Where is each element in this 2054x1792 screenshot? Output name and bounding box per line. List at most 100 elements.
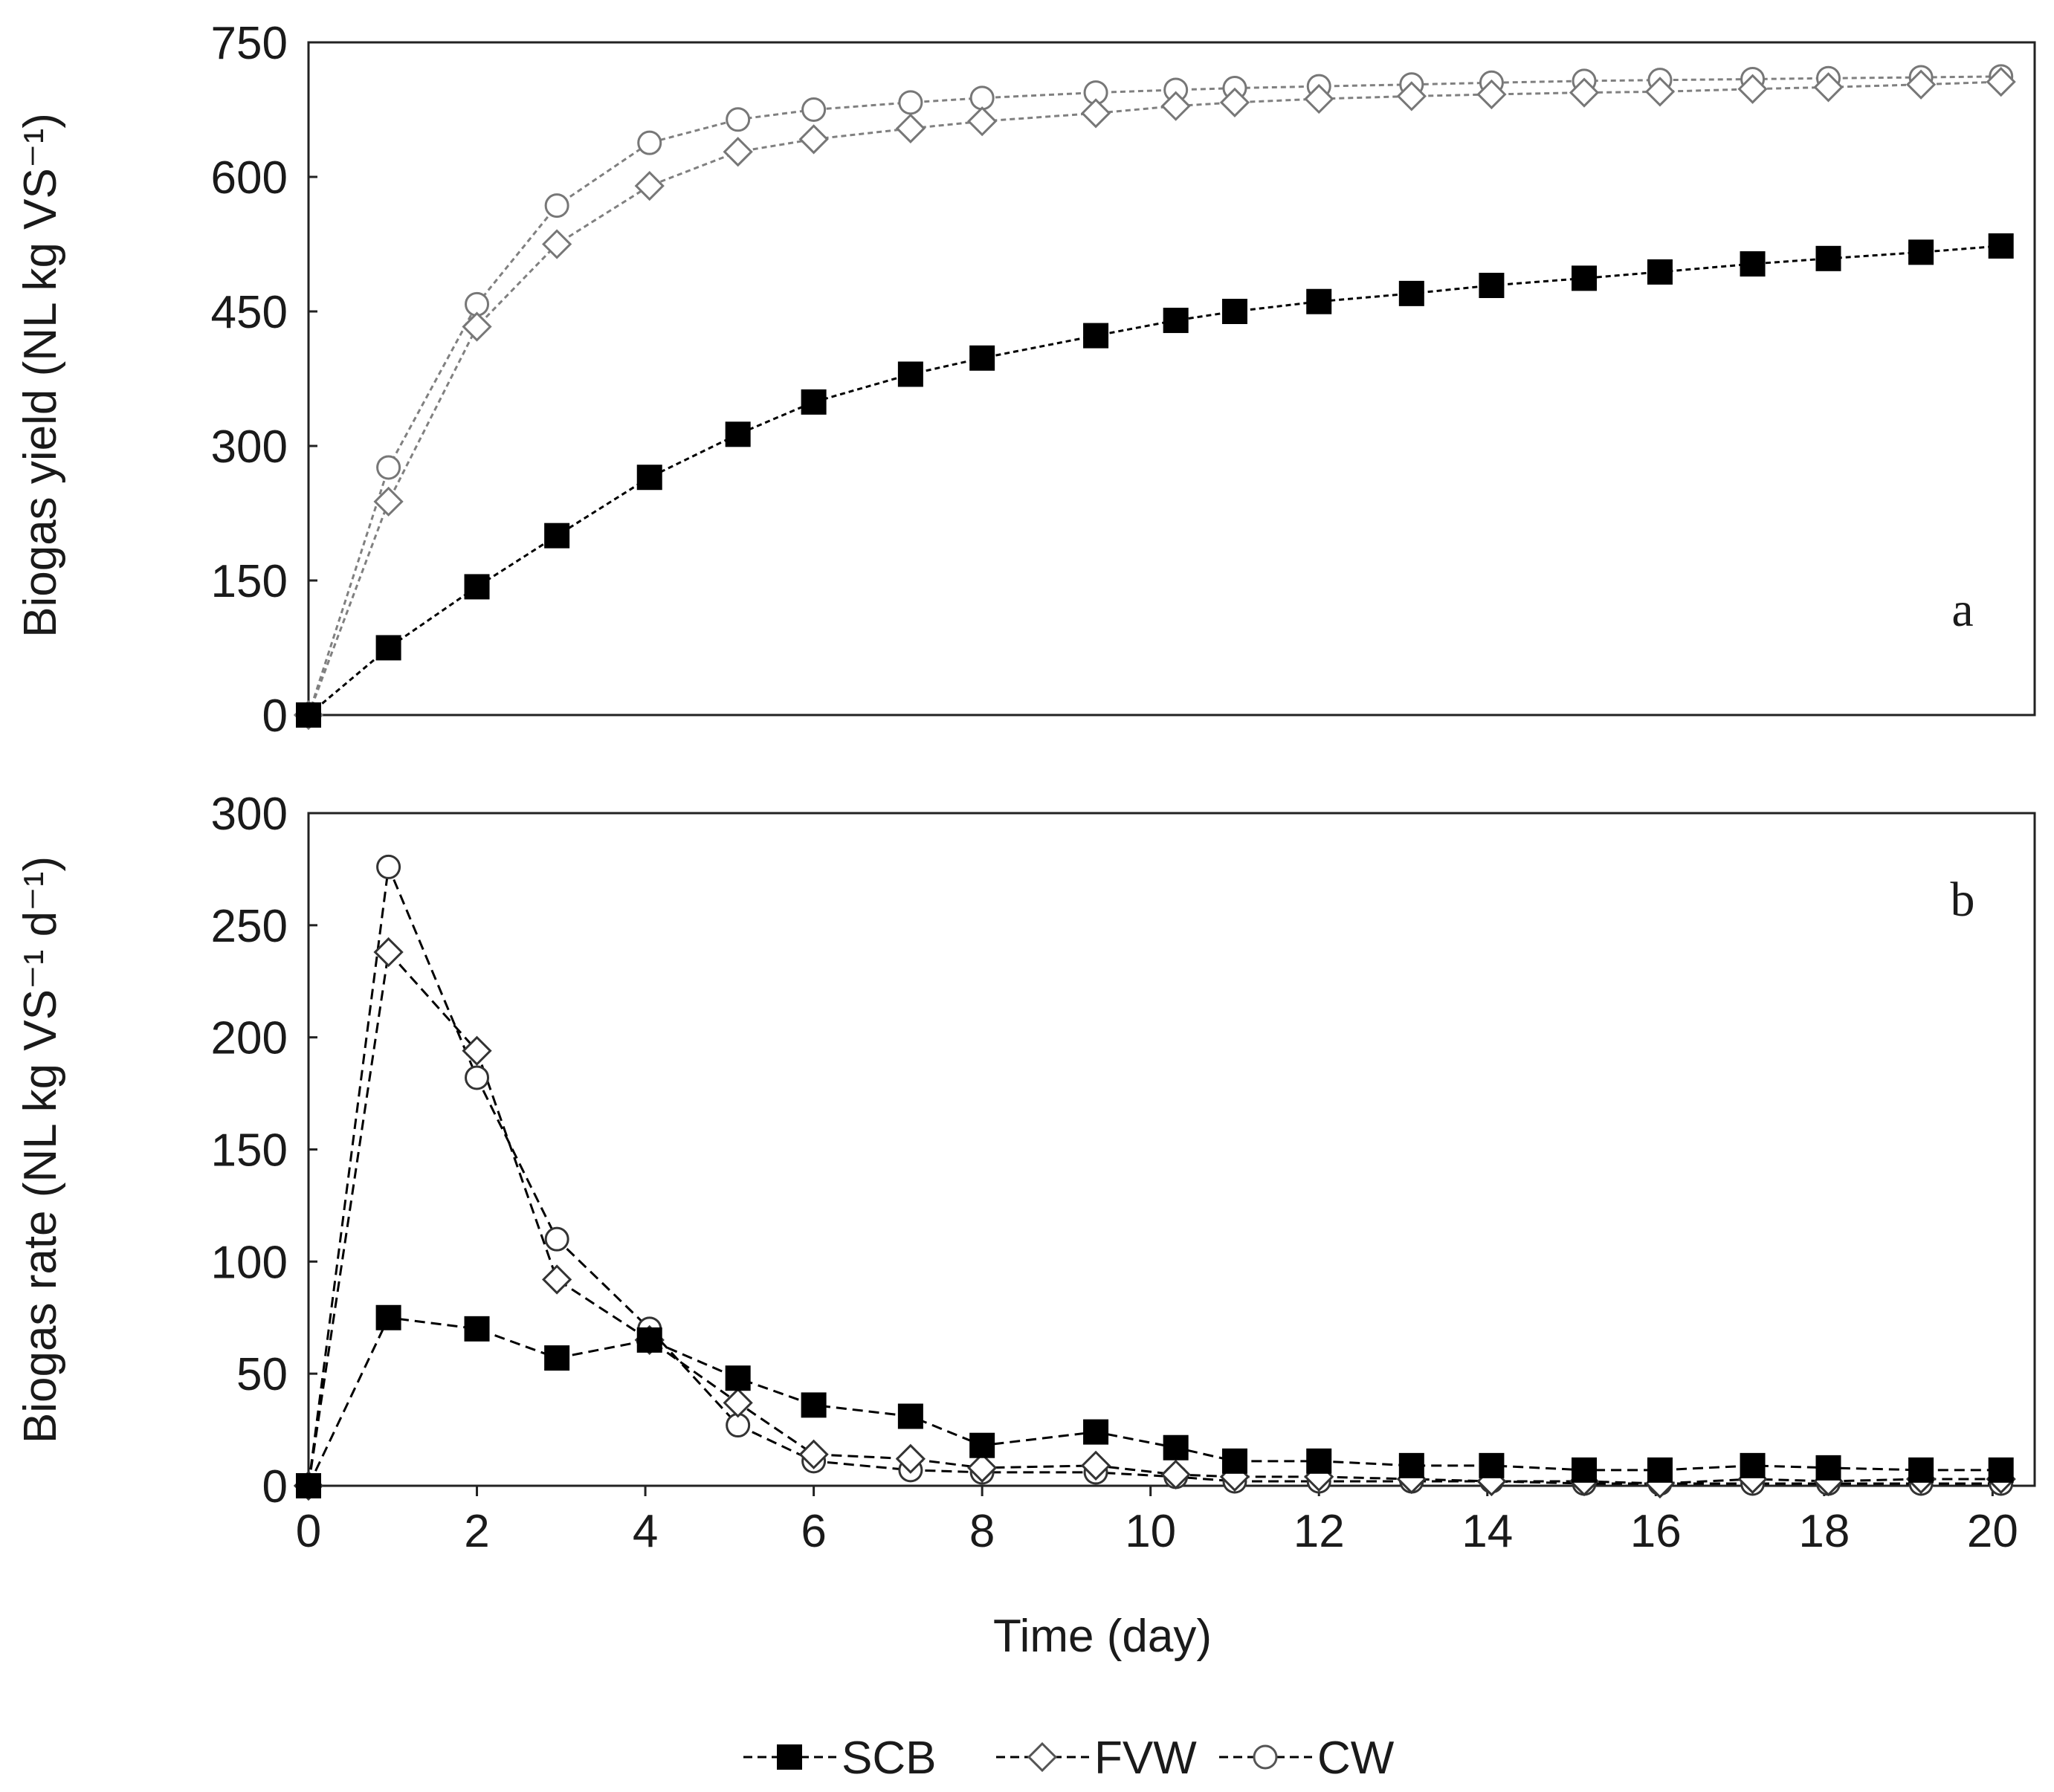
panel-a-point-scb [1572, 265, 1598, 291]
panel-a-point-scb [1740, 251, 1766, 277]
panel-a-series-line-scb [308, 245, 2001, 717]
panel-a-point-scb [1988, 233, 2014, 259]
panel-b-x-tick-label: 16 [1630, 1506, 1682, 1557]
panel-a-point-fvw [1396, 81, 1427, 111]
panel-b-point-scb [969, 1432, 995, 1458]
panel-b-point-fvw [542, 1264, 572, 1295]
panel-a-y-tick-label: 450 [211, 287, 288, 338]
panel-b-point-scb [296, 1473, 321, 1498]
panel-b-rate-chart: 0 50 100 150 200 250 300 0 2 4 6 8 10 12 14 16 18 20 Bio… [15, 789, 2036, 1662]
panel-a-y-tick-label: 300 [211, 421, 288, 473]
panel-a-point-scb [1306, 288, 1332, 314]
legend-item-fvw: FVW [996, 1733, 1197, 1784]
panel-b-point-cw [544, 1226, 569, 1252]
panel-a-point-fvw [1080, 98, 1111, 129]
panel-a-point-scb [296, 702, 321, 728]
panel-a-point-fvw [1160, 91, 1191, 121]
panel-b-point-scb [1572, 1457, 1598, 1483]
panel-a-y-axis-title: Biogas yield (NL kg VS⁻¹) [15, 113, 66, 638]
panel-a-point-fvw [373, 486, 404, 517]
panel-a-series-scb [296, 233, 2014, 728]
panel-b-y-axis-title: Biogas rate (NL kg VS⁻¹ d⁻¹) [15, 856, 66, 1443]
panel-a-point-scb [636, 465, 662, 491]
panel-a-point-scb [1083, 323, 1109, 349]
panel-a-point-fvw [462, 311, 492, 342]
panel-b-y-tick-label: 150 [211, 1125, 288, 1177]
panel-a-frame [307, 41, 2036, 717]
panel-b-series-cw [296, 854, 2014, 1498]
panel-b-y-tick-label: 300 [211, 789, 288, 840]
panel-a-point-fvw [1644, 77, 1676, 107]
panel-b-point-fvw [373, 937, 404, 968]
panel-b-point-scb [544, 1345, 570, 1371]
panel-a-point-cw [376, 455, 401, 480]
panel-a-point-cw [801, 97, 827, 122]
panel-a-point-scb [375, 635, 401, 661]
legend-label: CW [1317, 1733, 1395, 1784]
panel-a-point-fvw [967, 106, 998, 137]
panel-a-point-cw [637, 130, 662, 155]
panel-a-series-line-fvw [307, 80, 2001, 716]
panel-a-point-scb [1163, 308, 1189, 334]
panel-a-point-scb [1221, 299, 1247, 324]
panel-a-y-tick-label: 150 [211, 556, 288, 607]
panel-a-point-fvw [634, 170, 665, 201]
panel-b-point-cw [465, 1065, 490, 1090]
panel-a-series-line-cw [307, 75, 2001, 716]
panel-b-point-scb [1740, 1452, 1766, 1478]
legend-label: SCB [842, 1733, 936, 1784]
panel-b-point-fvw [798, 1439, 829, 1469]
panel-b-point-scb [1221, 1448, 1247, 1474]
panel-a-point-fvw [1569, 77, 1600, 108]
panel-b-point-scb [1306, 1448, 1332, 1474]
panel-b-series-fvw [293, 937, 2016, 1501]
panel-b-point-cw [376, 854, 401, 879]
panel-a-point-scb [1647, 259, 1673, 285]
panel-b-point-scb [1647, 1457, 1673, 1483]
panel-a-point-fvw [1476, 79, 1507, 110]
panel-a-yield-chart: 0 150 300 450 600 750 Biogas yield (NL kg VS⁻… [15, 18, 2036, 742]
panel-a-point-scb [897, 361, 923, 387]
panel-b-point-scb [725, 1365, 751, 1391]
panel-a-point-scb [1479, 273, 1505, 299]
panel-b-point-scb [464, 1316, 490, 1342]
panel-a-point-scb [1398, 280, 1424, 306]
legend-label: FVW [1094, 1733, 1197, 1784]
panel-a-point-fvw [1737, 74, 1768, 104]
panel-b-x-tick-label: 14 [1462, 1506, 1513, 1557]
panel-a-y-tick-label: 0 [262, 690, 288, 742]
panel-a-point-scb [969, 345, 995, 371]
panel-a-point-cw [969, 85, 995, 111]
panel-b-y-tick-label: 250 [211, 901, 288, 952]
panel-a-point-scb [725, 421, 751, 447]
panel-b-x-axis-title: Time (day) [993, 1611, 1212, 1662]
panel-b-y-tick-label: 200 [211, 1013, 288, 1064]
panel-b-point-scb [636, 1327, 662, 1353]
panel-b-point-fvw [723, 1388, 753, 1418]
panel-b-letter: b [1951, 873, 1975, 927]
panel-b-point-scb [1163, 1434, 1189, 1461]
panel-a-point-scb [1815, 245, 1841, 271]
panel-b-point-scb [897, 1403, 923, 1429]
legend: SCB FVW CW [743, 1733, 1395, 1784]
panel-b-x-tick-label: 4 [633, 1506, 658, 1557]
panel-a-point-fvw [1905, 69, 1937, 100]
panel-a-point-scb [544, 523, 570, 549]
panel-a-point-scb [801, 389, 827, 415]
panel-a-point-scb [1908, 239, 1934, 265]
panel-a-point-scb [464, 574, 490, 600]
legend-item-scb: SCB [743, 1733, 936, 1784]
panel-a-point-fvw [1219, 87, 1250, 117]
panel-b-x-tick-label: 2 [464, 1506, 489, 1557]
panel-a-point-fvw [798, 124, 829, 155]
panel-a-point-fvw [1813, 72, 1844, 103]
panel-a-y-tick-label: 750 [211, 18, 288, 69]
panel-b-y-tick-label: 50 [236, 1349, 288, 1400]
legend-marker [777, 1744, 802, 1770]
panel-b-series-line-fvw [307, 949, 2001, 1487]
legend-item-cw: CW [1219, 1733, 1395, 1784]
panel-b-point-scb [1398, 1452, 1424, 1478]
panel-a-letter: a [1951, 583, 1973, 637]
panel-b-point-scb [1083, 1419, 1109, 1445]
